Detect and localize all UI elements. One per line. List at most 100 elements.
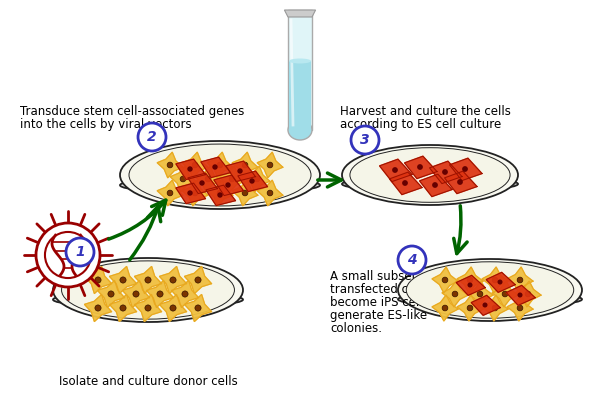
- Circle shape: [170, 277, 176, 283]
- Circle shape: [167, 162, 173, 168]
- Polygon shape: [492, 281, 518, 307]
- Circle shape: [492, 277, 498, 283]
- Polygon shape: [457, 267, 483, 293]
- Polygon shape: [184, 267, 212, 294]
- Circle shape: [267, 162, 273, 168]
- Text: A small subset of the: A small subset of the: [330, 270, 455, 283]
- Ellipse shape: [288, 120, 312, 140]
- Circle shape: [238, 168, 242, 174]
- Ellipse shape: [406, 262, 574, 318]
- Polygon shape: [195, 166, 221, 192]
- Circle shape: [120, 305, 126, 311]
- Polygon shape: [219, 166, 245, 192]
- Circle shape: [212, 164, 218, 170]
- Circle shape: [187, 190, 193, 196]
- Ellipse shape: [120, 177, 320, 194]
- Polygon shape: [232, 180, 258, 206]
- Circle shape: [170, 305, 176, 311]
- Polygon shape: [207, 152, 233, 178]
- Ellipse shape: [342, 145, 518, 205]
- Polygon shape: [486, 272, 515, 292]
- Polygon shape: [506, 285, 535, 305]
- Polygon shape: [146, 280, 173, 307]
- Polygon shape: [85, 295, 112, 322]
- Polygon shape: [507, 267, 533, 293]
- Polygon shape: [445, 171, 477, 194]
- Circle shape: [242, 190, 248, 196]
- Circle shape: [517, 277, 523, 283]
- Polygon shape: [214, 175, 244, 196]
- Ellipse shape: [53, 292, 243, 307]
- Polygon shape: [289, 61, 311, 128]
- Polygon shape: [134, 295, 161, 322]
- Text: become iPS cells and: become iPS cells and: [330, 296, 455, 309]
- Polygon shape: [85, 267, 112, 294]
- Polygon shape: [188, 173, 218, 194]
- Ellipse shape: [398, 292, 582, 307]
- Circle shape: [442, 169, 448, 175]
- Circle shape: [442, 277, 448, 283]
- Ellipse shape: [350, 148, 510, 202]
- Circle shape: [417, 164, 423, 170]
- Polygon shape: [122, 280, 149, 307]
- Polygon shape: [257, 180, 283, 206]
- Circle shape: [398, 246, 426, 274]
- Polygon shape: [482, 295, 508, 321]
- Circle shape: [192, 162, 198, 168]
- Circle shape: [145, 277, 151, 283]
- Circle shape: [95, 305, 101, 311]
- Polygon shape: [457, 295, 483, 321]
- Circle shape: [199, 180, 205, 186]
- Circle shape: [229, 176, 235, 182]
- Circle shape: [517, 305, 523, 311]
- Polygon shape: [238, 171, 268, 191]
- Circle shape: [467, 305, 473, 311]
- Circle shape: [467, 282, 473, 288]
- Polygon shape: [257, 152, 283, 178]
- Circle shape: [95, 277, 101, 283]
- Polygon shape: [432, 295, 458, 321]
- Polygon shape: [134, 267, 161, 294]
- Circle shape: [517, 292, 523, 297]
- Circle shape: [157, 291, 163, 297]
- Text: transfected cells: transfected cells: [330, 283, 428, 296]
- Text: generate ES-like: generate ES-like: [330, 309, 427, 322]
- Circle shape: [66, 238, 94, 266]
- Ellipse shape: [129, 144, 311, 206]
- Text: Harvest and culture the cells: Harvest and culture the cells: [340, 105, 511, 118]
- Polygon shape: [471, 295, 500, 316]
- Polygon shape: [157, 152, 183, 178]
- Polygon shape: [456, 276, 485, 295]
- Polygon shape: [109, 267, 137, 294]
- Circle shape: [242, 162, 248, 168]
- Polygon shape: [182, 152, 208, 178]
- Ellipse shape: [53, 258, 243, 322]
- Circle shape: [167, 190, 173, 196]
- Circle shape: [467, 277, 473, 283]
- Polygon shape: [207, 180, 233, 206]
- Circle shape: [133, 291, 139, 297]
- Ellipse shape: [62, 261, 235, 319]
- Circle shape: [217, 190, 223, 196]
- Circle shape: [217, 162, 223, 168]
- Text: Transduce stem cell-associated genes: Transduce stem cell-associated genes: [20, 105, 244, 118]
- Circle shape: [187, 166, 193, 172]
- Circle shape: [402, 180, 408, 186]
- Polygon shape: [201, 157, 230, 178]
- Circle shape: [442, 305, 448, 311]
- Circle shape: [392, 167, 398, 173]
- Polygon shape: [97, 280, 125, 307]
- Polygon shape: [449, 158, 482, 181]
- Polygon shape: [172, 280, 199, 307]
- Polygon shape: [432, 267, 458, 293]
- Polygon shape: [482, 267, 508, 293]
- Ellipse shape: [342, 177, 518, 191]
- Polygon shape: [176, 159, 206, 179]
- Circle shape: [502, 291, 508, 297]
- Polygon shape: [467, 281, 493, 307]
- Circle shape: [217, 192, 223, 198]
- Circle shape: [192, 190, 198, 196]
- Circle shape: [250, 178, 254, 184]
- Polygon shape: [160, 267, 187, 294]
- Polygon shape: [176, 183, 206, 204]
